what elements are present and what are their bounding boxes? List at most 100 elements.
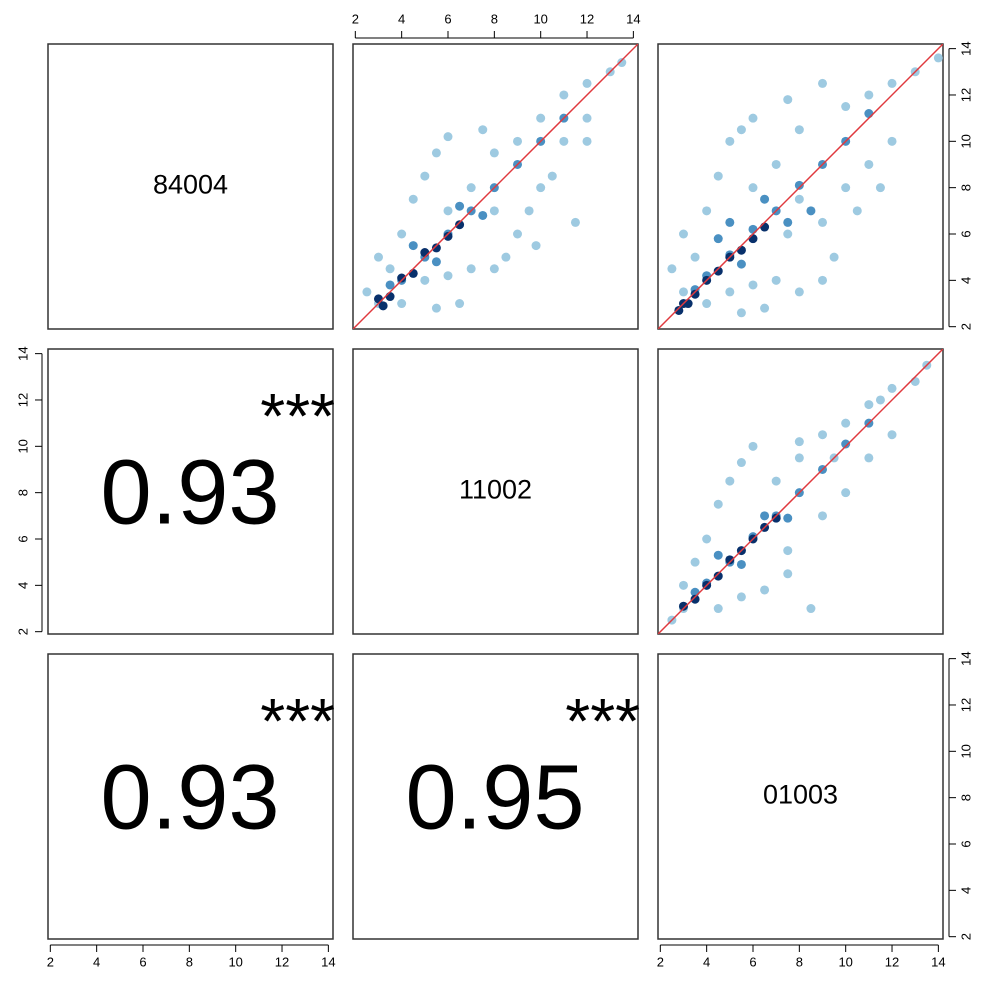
point xyxy=(570,217,580,227)
point xyxy=(559,136,569,146)
point xyxy=(455,299,465,309)
scatter-panel xyxy=(658,349,943,634)
point xyxy=(887,430,897,440)
point xyxy=(713,499,723,509)
point xyxy=(760,585,770,595)
point xyxy=(582,136,592,146)
point xyxy=(408,194,418,204)
point xyxy=(794,287,804,297)
point xyxy=(397,273,407,283)
point xyxy=(818,78,828,88)
point xyxy=(678,287,688,297)
point xyxy=(875,183,885,193)
point xyxy=(690,594,700,604)
point xyxy=(547,171,557,181)
y-tick-label: 14 xyxy=(958,41,973,55)
point xyxy=(443,132,453,142)
x-tick-label: 10 xyxy=(838,954,852,969)
y-tick-label: 4 xyxy=(958,887,973,894)
point xyxy=(864,109,874,119)
point xyxy=(455,201,465,211)
y-tick-label: 12 xyxy=(958,698,973,712)
panel-frame xyxy=(47,43,334,330)
point xyxy=(736,125,746,135)
variable-label: 84004 xyxy=(153,170,228,200)
point xyxy=(431,148,441,158)
point xyxy=(420,248,430,258)
point xyxy=(725,476,735,486)
point xyxy=(783,229,793,239)
y-tick-label: 8 xyxy=(958,184,973,191)
point xyxy=(771,476,781,486)
point xyxy=(513,136,523,146)
point xyxy=(582,113,592,123)
point xyxy=(864,90,874,100)
point xyxy=(690,252,700,262)
point xyxy=(725,217,735,227)
point xyxy=(667,264,677,274)
point xyxy=(760,222,770,232)
y-tick-label: 12 xyxy=(958,88,973,102)
point xyxy=(443,206,453,216)
point xyxy=(887,383,897,393)
variable-label: 11002 xyxy=(459,475,532,505)
correlation: 0.93 xyxy=(100,746,279,848)
panel-frame xyxy=(352,43,639,330)
x-tick-label: 6 xyxy=(444,11,451,26)
point xyxy=(489,264,499,274)
point xyxy=(524,206,534,216)
point xyxy=(431,243,441,253)
x-tick-label: 6 xyxy=(749,954,756,969)
point xyxy=(489,206,499,216)
x-tick-label: 4 xyxy=(703,954,710,969)
point xyxy=(702,299,712,309)
point xyxy=(748,183,758,193)
y-tick-label: 4 xyxy=(958,277,973,284)
point xyxy=(678,601,688,611)
point xyxy=(408,268,418,278)
x-tick-label: 4 xyxy=(93,954,100,969)
x-tick-label: 8 xyxy=(186,954,193,969)
point xyxy=(864,400,874,410)
panel-frame xyxy=(657,653,944,940)
point xyxy=(794,194,804,204)
x-tick-label: 4 xyxy=(398,11,405,26)
point xyxy=(771,159,781,169)
y-tick-label: 14 xyxy=(958,651,973,665)
point xyxy=(559,90,569,100)
point xyxy=(736,308,746,318)
y-tick-label: 10 xyxy=(958,744,973,758)
point xyxy=(748,113,758,123)
point xyxy=(736,592,746,602)
point xyxy=(362,287,372,297)
point xyxy=(910,376,920,386)
point xyxy=(841,488,851,498)
point xyxy=(841,102,851,112)
point xyxy=(443,231,453,241)
point xyxy=(443,271,453,281)
x-tick-label: 8 xyxy=(491,11,498,26)
correlation: 0.93 xyxy=(100,441,279,543)
x-tick-label: 10 xyxy=(228,954,242,969)
point xyxy=(713,604,723,614)
point xyxy=(887,78,897,88)
point xyxy=(690,557,700,567)
y-tick-label: 2 xyxy=(958,933,973,940)
point xyxy=(702,206,712,216)
y-tick-label: 6 xyxy=(958,840,973,847)
point xyxy=(373,252,383,262)
point xyxy=(713,171,723,181)
point xyxy=(760,303,770,313)
point xyxy=(378,301,388,311)
variable-label: 01003 xyxy=(763,780,838,810)
x-tick-label: 10 xyxy=(533,11,547,26)
point xyxy=(690,289,700,299)
point xyxy=(760,511,770,521)
x-tick-label: 12 xyxy=(885,954,899,969)
y-tick-label: 14 xyxy=(15,346,30,360)
y-tick-label: 4 xyxy=(15,582,30,589)
x-tick-label: 12 xyxy=(275,954,289,969)
point xyxy=(736,259,746,269)
point xyxy=(818,430,828,440)
panel-frame xyxy=(47,348,334,635)
